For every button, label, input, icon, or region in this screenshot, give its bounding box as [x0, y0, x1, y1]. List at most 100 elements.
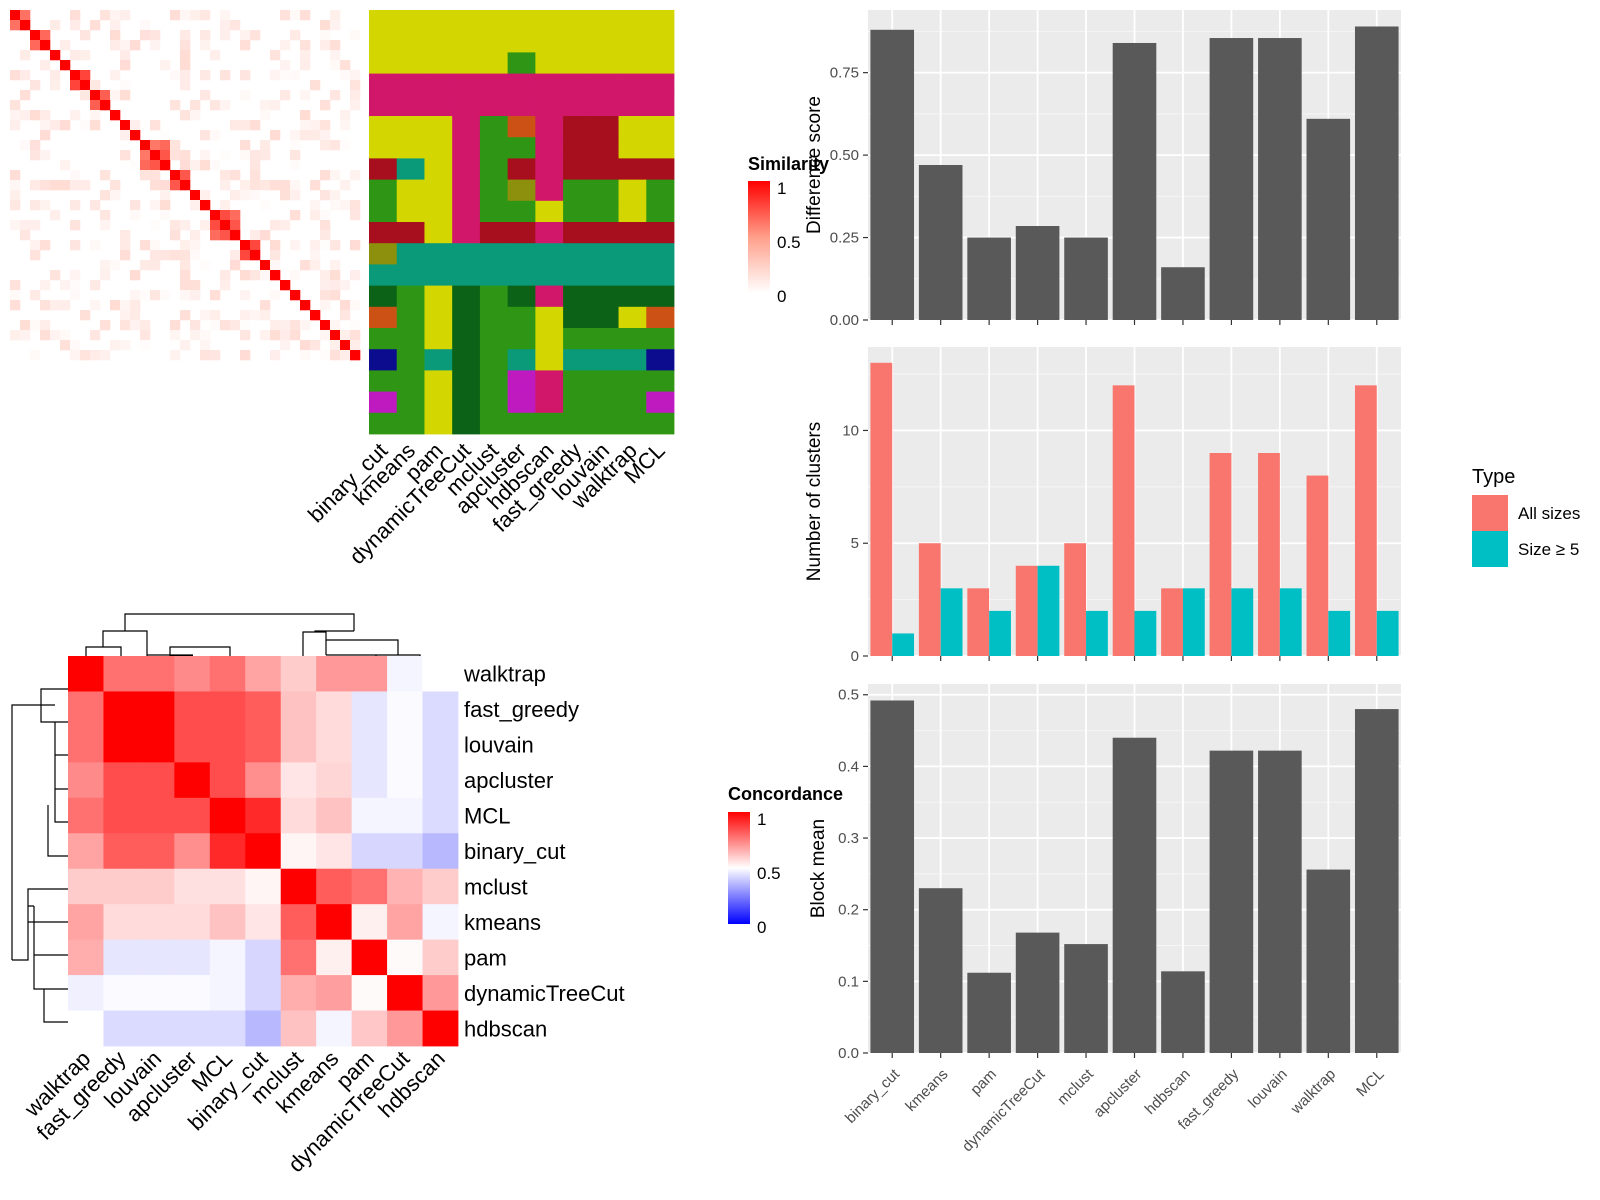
- similarity-cell: [20, 50, 31, 61]
- bar-size-5-kmeans: [940, 588, 963, 656]
- similarity-cell: [210, 100, 221, 111]
- class-cell-kmeans: [396, 306, 425, 329]
- concordance-row-label-louvain: louvain: [464, 733, 534, 758]
- similarity-cell: [320, 210, 331, 221]
- concordance-cell: [245, 868, 282, 905]
- similarity-cell: [320, 350, 331, 361]
- similarity-tick-1: 1: [777, 179, 786, 198]
- similarity-cell: [220, 270, 231, 281]
- class-cell-louvain: [590, 222, 619, 244]
- similarity-cell: [120, 250, 131, 261]
- y-tick-label: 0.50: [830, 147, 859, 164]
- similarity-cell: [310, 200, 321, 211]
- similarity-cell: [340, 350, 351, 361]
- concordance-tick-1: 1: [757, 810, 766, 829]
- class-cell-pam: [424, 285, 453, 308]
- class-cell-pam: [424, 370, 453, 392]
- class-cell-dynamictreecut: [452, 328, 481, 350]
- similarity-cell: [260, 270, 271, 281]
- class-cell-mcl: [646, 370, 675, 392]
- class-cell-louvain: [590, 285, 619, 308]
- type-legend: Type All sizes Size ≥ 5: [1472, 466, 1580, 567]
- class-cell-hdbscan: [535, 10, 564, 32]
- concordance-cell: [316, 939, 353, 976]
- similarity-cell: [160, 200, 171, 211]
- class-cell-louvain: [590, 116, 619, 138]
- class-cell-mclust: [479, 222, 509, 244]
- class-cell-fast-greedy: [563, 137, 592, 159]
- class-cell-dynamictreecut: [452, 349, 481, 371]
- similarity-cell: [40, 120, 51, 131]
- similarity-cell: [140, 150, 151, 161]
- similarity-cell: [230, 120, 241, 131]
- similarity-cell: [120, 150, 131, 161]
- similarity-cell: [150, 40, 161, 51]
- similarity-cell: [340, 330, 351, 341]
- class-cell-hdbscan: [535, 73, 564, 96]
- similarity-cell: [10, 20, 21, 31]
- concordance-cell: [245, 904, 282, 941]
- y-tick-label: 0.00: [830, 312, 859, 329]
- similarity-cell: [300, 10, 311, 21]
- y-tick-label: 5: [851, 535, 859, 552]
- similarity-cell: [350, 30, 361, 41]
- similarity-cell: [50, 80, 61, 91]
- class-cell-walktrap: [618, 94, 647, 117]
- similarity-legend-title: Similarity: [748, 154, 829, 174]
- similarity-cell: [130, 130, 141, 141]
- class-cell-apcluster: [507, 349, 536, 371]
- class-cell-fast-greedy: [563, 264, 592, 286]
- similarity-cell: [60, 160, 71, 171]
- similarity-cell: [220, 170, 231, 181]
- bar-all-sizes-dynamictreecut: [1015, 565, 1038, 656]
- x-tick-label-kmeans: kmeans: [902, 1066, 951, 1115]
- concordance-row-label-pam: pam: [464, 945, 507, 970]
- similarity-cell: [100, 220, 111, 231]
- similarity-cell: [270, 130, 281, 141]
- similarity-cell: [130, 320, 141, 331]
- similarity-cell: [90, 110, 101, 121]
- class-cell-mclust: [479, 285, 509, 308]
- concordance-cell: [68, 762, 104, 799]
- class-cell-pam: [424, 137, 453, 159]
- similarity-cell: [230, 210, 241, 221]
- similarity-cell: [300, 320, 311, 331]
- similarity-cell: [130, 40, 141, 51]
- similarity-cell: [50, 210, 61, 221]
- similarity-cell: [290, 270, 301, 281]
- similarity-cell: [200, 130, 211, 141]
- similarity-cell: [270, 270, 281, 281]
- similarity-cell: [290, 140, 301, 151]
- similarity-cell: [290, 240, 301, 251]
- y-tick-label: 0: [851, 648, 859, 665]
- similarity-cell: [320, 320, 331, 331]
- similarity-cell: [270, 290, 281, 301]
- similarity-cell: [120, 60, 131, 71]
- concordance-cell: [316, 1010, 353, 1047]
- similarity-cell: [170, 10, 181, 21]
- similarity-tick-0.5: 0.5: [777, 233, 801, 252]
- class-cell-dynamictreecut: [452, 10, 481, 32]
- similarity-cell: [140, 330, 151, 341]
- class-cell-apcluster: [507, 328, 536, 350]
- similarity-cell: [60, 280, 71, 291]
- similarity-cell: [70, 50, 81, 61]
- similarity-cell: [20, 10, 31, 21]
- class-cell-binary-cut: [369, 349, 398, 371]
- similarity-cell: [60, 40, 71, 51]
- concordance-cell: [351, 691, 388, 728]
- similarity-cell: [110, 190, 121, 201]
- similarity-cell: [120, 320, 131, 331]
- similarity-cell: [160, 190, 171, 201]
- similarity-cell: [140, 160, 151, 171]
- class-cell-fast-greedy: [563, 52, 592, 74]
- similarity-cell: [290, 160, 301, 171]
- class-cell-dynamictreecut: [452, 73, 481, 96]
- similarity-cell: [200, 340, 211, 351]
- similarity-cell: [340, 340, 351, 351]
- similarity-cell: [280, 220, 291, 231]
- similarity-cell: [90, 240, 101, 251]
- class-cell-mcl: [646, 137, 675, 159]
- similarity-cell: [310, 210, 321, 221]
- similarity-cell: [340, 310, 351, 321]
